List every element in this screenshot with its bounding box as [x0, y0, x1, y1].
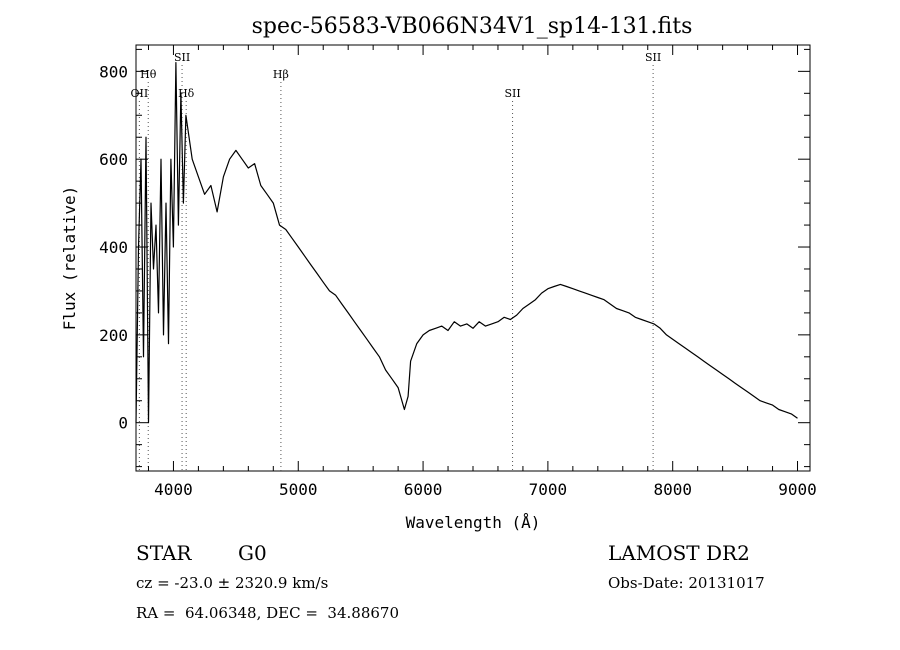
x-tick-label: 7000: [529, 480, 568, 499]
obs-date-text: Obs-Date: 20131017: [608, 574, 765, 592]
y-tick-label: 800: [99, 62, 128, 81]
y-tick-label: 200: [99, 326, 128, 345]
redshift-text: cz = -23.0 ± 2320.9 km/s: [136, 574, 329, 592]
x-tick-label: 4000: [154, 480, 193, 499]
y-axis: 0 200 400 600 800: [99, 48, 810, 468]
line-marker-label: SII: [174, 51, 190, 64]
series-layer: [135, 61, 798, 424]
coordinates-text: RA = 64.06348, DEC = 34.88670: [136, 604, 400, 622]
line-marker-label: Hδ: [178, 87, 195, 100]
spectrum-line: [135, 61, 798, 424]
x-tick-label: 5000: [279, 480, 318, 499]
x-tick-label: 8000: [653, 480, 692, 499]
object-class: STAR: [136, 541, 192, 565]
line-marker-label: Hβ: [273, 68, 289, 81]
x-axis-label: Wavelength (Å): [406, 513, 541, 532]
object-subclass: G0: [238, 541, 267, 565]
plot-frame: [135, 44, 811, 472]
chart-title: spec-56583-VB066N34V1_sp14-131.fits: [252, 14, 693, 39]
line-marker-label: SII: [504, 87, 520, 100]
line-marker-label: SII: [645, 51, 661, 64]
x-axis: 4000 5000 6000 7000 8000 9000: [147, 45, 817, 499]
x-tick-label: 6000: [404, 480, 443, 499]
x-tick-label: 9000: [778, 480, 817, 499]
y-tick-label: 400: [99, 238, 128, 257]
y-tick-label: 0: [118, 414, 128, 433]
y-axis-label: Flux (relative): [60, 186, 79, 331]
line-marker-label: Hθ: [140, 68, 157, 81]
y-tick-label: 600: [99, 150, 128, 169]
survey-name: LAMOST DR2: [608, 541, 750, 565]
